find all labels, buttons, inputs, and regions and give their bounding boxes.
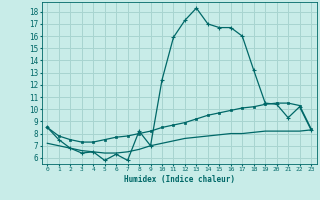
X-axis label: Humidex (Indice chaleur): Humidex (Indice chaleur) (124, 175, 235, 184)
